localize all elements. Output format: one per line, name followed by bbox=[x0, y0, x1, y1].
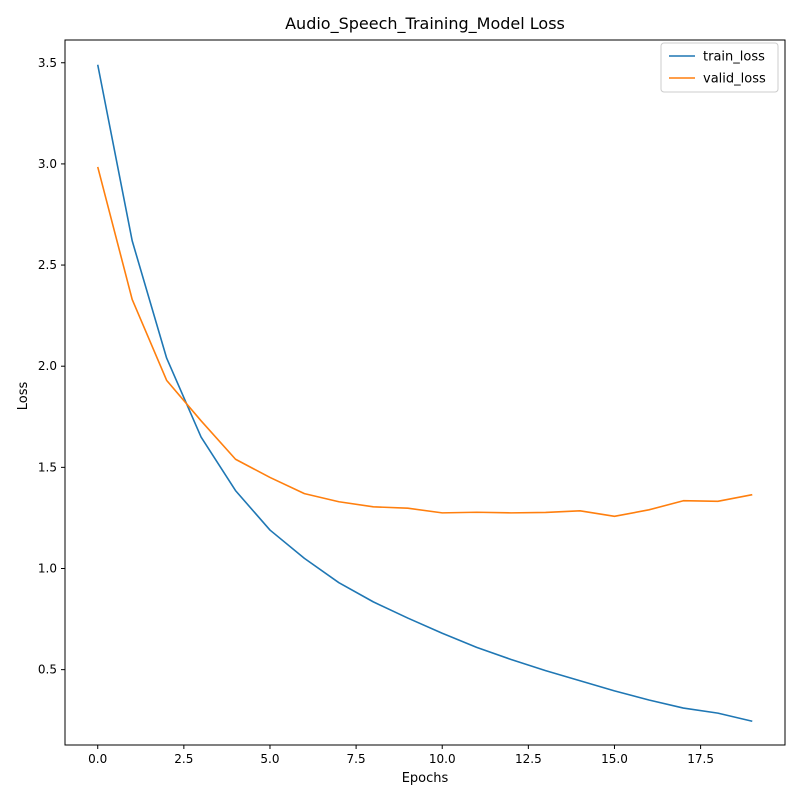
x-tick-label: 10.0 bbox=[429, 752, 456, 766]
x-tick-label: 0.0 bbox=[88, 752, 107, 766]
x-tick-label: 12.5 bbox=[515, 752, 542, 766]
x-tick-label: 7.5 bbox=[347, 752, 366, 766]
y-tick-label: 2.5 bbox=[38, 258, 57, 272]
x-tick-label: 17.5 bbox=[687, 752, 714, 766]
legend-label-train_loss: train_loss bbox=[703, 50, 765, 65]
x-axis-label: Epochs bbox=[402, 771, 449, 786]
plot-area: 0.0 2.5 5.0 7.5 10.0 12.5 15.0 17.5 0.5 1.0 1.5 2.0… bbox=[38, 39, 786, 766]
series-line-valid_loss bbox=[96, 166, 753, 518]
y-tick-label: 0.5 bbox=[38, 663, 57, 677]
x-tick-label: 15.0 bbox=[601, 752, 628, 766]
y-axis-label: Loss bbox=[16, 382, 31, 411]
y-tick-label: 3.0 bbox=[38, 157, 57, 171]
axes-frame bbox=[64, 39, 786, 746]
chart-title: Audio_Speech_Training_Model Loss bbox=[285, 14, 565, 34]
y-tick-label: 1.5 bbox=[38, 460, 57, 474]
x-tick-label: 2.5 bbox=[174, 752, 193, 766]
y-tick-label: 3.5 bbox=[38, 56, 57, 70]
y-tick-label: 1.0 bbox=[38, 561, 57, 575]
x-tick-label: 5.0 bbox=[260, 752, 279, 766]
series-line-train_loss bbox=[96, 64, 753, 723]
y-tick-label: 2.0 bbox=[38, 359, 57, 373]
legend-label-valid_loss: valid_loss bbox=[703, 72, 766, 87]
